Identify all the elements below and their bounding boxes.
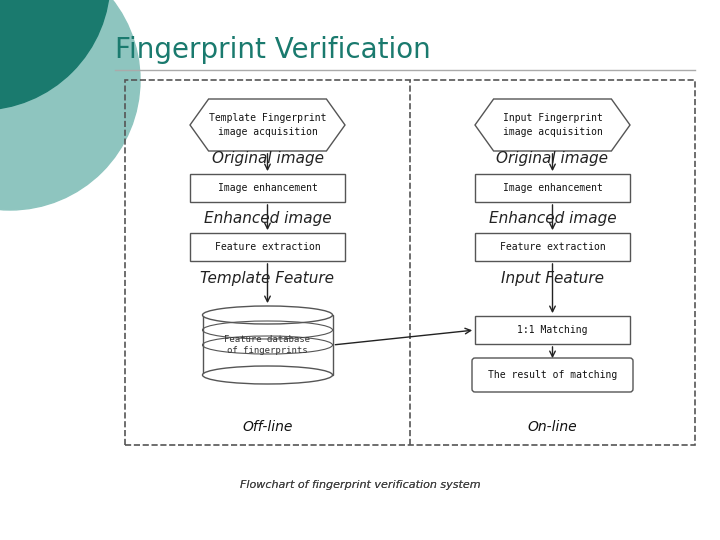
Text: Original image: Original image [497,152,608,166]
Circle shape [0,0,110,110]
Text: Original image: Original image [212,152,323,166]
Polygon shape [190,99,345,151]
Text: Feature extraction: Feature extraction [500,242,606,252]
Text: On-line: On-line [528,420,577,434]
Text: Template Fingerprint
image acquisition: Template Fingerprint image acquisition [209,113,326,137]
Text: Image enhancement: Image enhancement [217,183,318,193]
Text: Enhanced image: Enhanced image [204,211,331,226]
Bar [202,315,333,375]
Text: 1:1 Matching: 1:1 Matching [517,325,588,335]
Text: The result of matching: The result of matching [488,370,617,380]
Circle shape [0,0,140,210]
Text: Enhanced image: Enhanced image [489,211,616,226]
Text: Image enhancement: Image enhancement [503,183,603,193]
Ellipse shape [202,306,333,324]
Text: Input Fingerprint
image acquisition: Input Fingerprint image acquisition [503,113,603,137]
Bar [475,316,630,344]
Text: Off-line: Off-line [243,420,293,434]
Text: Flowchart of fingerprint verification system: Flowchart of fingerprint verification sy… [240,480,480,490]
Bar [475,233,630,261]
Bar [190,174,345,202]
Text: Feature database
of fingerprints: Feature database of fingerprints [225,335,310,355]
Text: Fingerprint Verification: Fingerprint Verification [115,36,431,64]
Bar [125,80,695,445]
Text: Flowchart of fingerprint verification system: Flowchart of fingerprint verification sy… [240,480,480,490]
Text: Template Feature: Template Feature [200,271,335,286]
Ellipse shape [202,366,333,384]
Bar [190,233,345,261]
Text: Input Feature: Input Feature [501,271,604,286]
Bar [475,174,630,202]
FancyBboxPatch shape [472,358,633,392]
Text: Feature extraction: Feature extraction [215,242,320,252]
Polygon shape [475,99,630,151]
